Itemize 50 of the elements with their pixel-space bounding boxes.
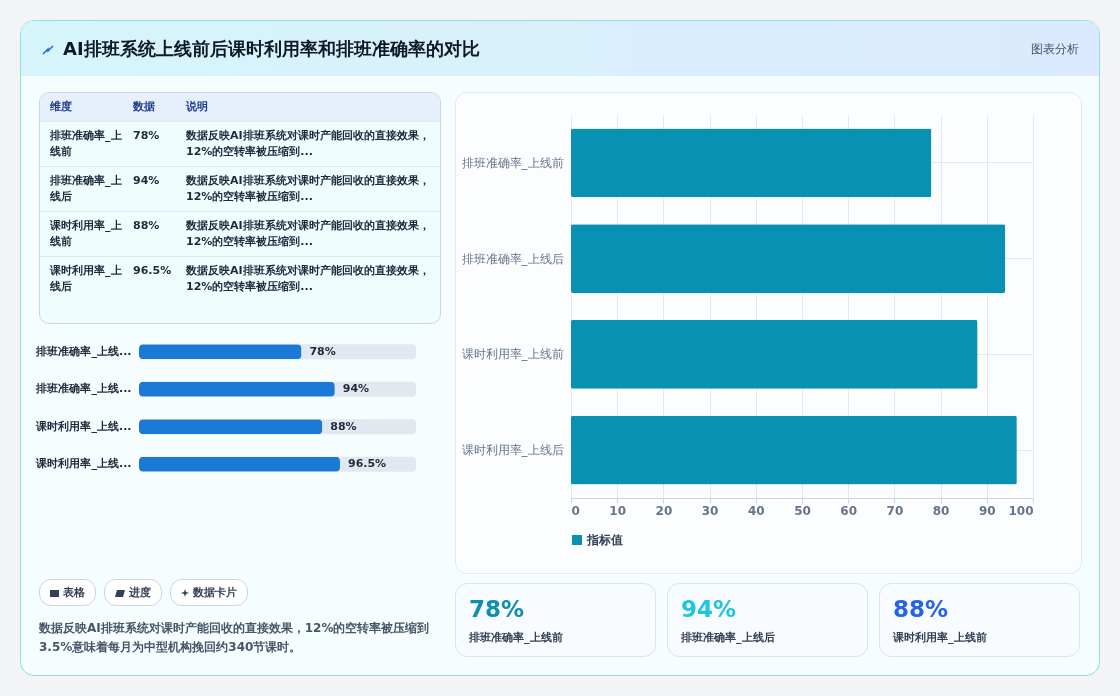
text: 维度 xyxy=(49,99,73,115)
y-tick-label: 排班准确率_上线前 xyxy=(461,155,564,170)
text: 88% xyxy=(132,218,161,234)
text: 数据反映AI排班系统对课时产能回收的直接效果，12%的空转率被压缩到... xyxy=(185,173,431,205)
bar xyxy=(571,224,1006,294)
text: 88% xyxy=(893,596,949,622)
text: 78% xyxy=(132,128,161,144)
y-tick-label: 排班准确率_上线... xyxy=(35,382,132,396)
text: 94% xyxy=(132,173,161,189)
text: 数据反映AI排班系统对课时产能回收的直接效果，12%的空转率被压缩到3.5%意味着每月为中型机构挽回约340节课时。 xyxy=(39,620,431,656)
y-tick-label: 课时利用率_上线后 xyxy=(461,443,564,458)
data-label: 88% xyxy=(330,419,357,433)
text: 数据 xyxy=(132,99,156,115)
x-tick-label: 30 xyxy=(701,503,719,518)
x-tick-label: 100 xyxy=(1008,503,1034,518)
x-tick-label: 40 xyxy=(747,503,765,518)
bar xyxy=(571,128,932,198)
text: 进度 xyxy=(129,585,151,600)
x-tick-label: 20 xyxy=(655,503,673,518)
text: 96.5% xyxy=(132,263,173,279)
text: AI排班系统上线前后课时利用率和排班准确率的对比 xyxy=(63,37,480,61)
text: 排班准确率_上线后 xyxy=(681,630,775,645)
y-tick-label: 排班准确率_上线后 xyxy=(461,251,564,266)
text: 说明 xyxy=(185,99,209,115)
text: 数据反映AI排班系统对课时产能回收的直接效果，12%的空转率被压缩到... xyxy=(185,263,431,295)
x-tick-label: 50 xyxy=(794,503,811,518)
y-tick-label: 课时利用率_上线前 xyxy=(461,347,564,362)
x-tick-label: 60 xyxy=(840,503,858,518)
text: 图表分析 xyxy=(1031,41,1079,58)
x-tick-label: 70 xyxy=(886,503,904,518)
text: 数据反映AI排班系统对课时产能回收的直接效果，12%的空转率被压缩到... xyxy=(185,218,431,250)
x-tick-label: 0 xyxy=(571,503,580,518)
text: 78% xyxy=(469,596,525,622)
x-tick-label: 10 xyxy=(609,503,627,518)
y-tick-label: 课时利用率_上线... xyxy=(35,457,132,471)
text: 94% xyxy=(681,596,737,622)
text: 课时利用率_上线前 xyxy=(893,630,987,645)
bar xyxy=(571,319,978,389)
text: 数据反映AI排班系统对课时产能回收的直接效果，12%的空转率被压缩到... xyxy=(185,128,431,160)
data-label: 94% xyxy=(342,382,370,396)
y-tick-label: 课时利用率_上线... xyxy=(35,419,132,433)
data-label: 96.5% xyxy=(347,457,387,471)
text: 数据卡片 xyxy=(193,585,237,600)
data-label: 78% xyxy=(309,344,336,358)
x-tick-label: 90 xyxy=(978,503,996,518)
x-tick-label: 80 xyxy=(932,503,950,518)
text: 表格 xyxy=(63,585,85,600)
y-tick-label: 排班准确率_上线... xyxy=(35,344,132,358)
legend-label: 指标值 xyxy=(586,533,623,547)
bar xyxy=(571,415,1017,485)
